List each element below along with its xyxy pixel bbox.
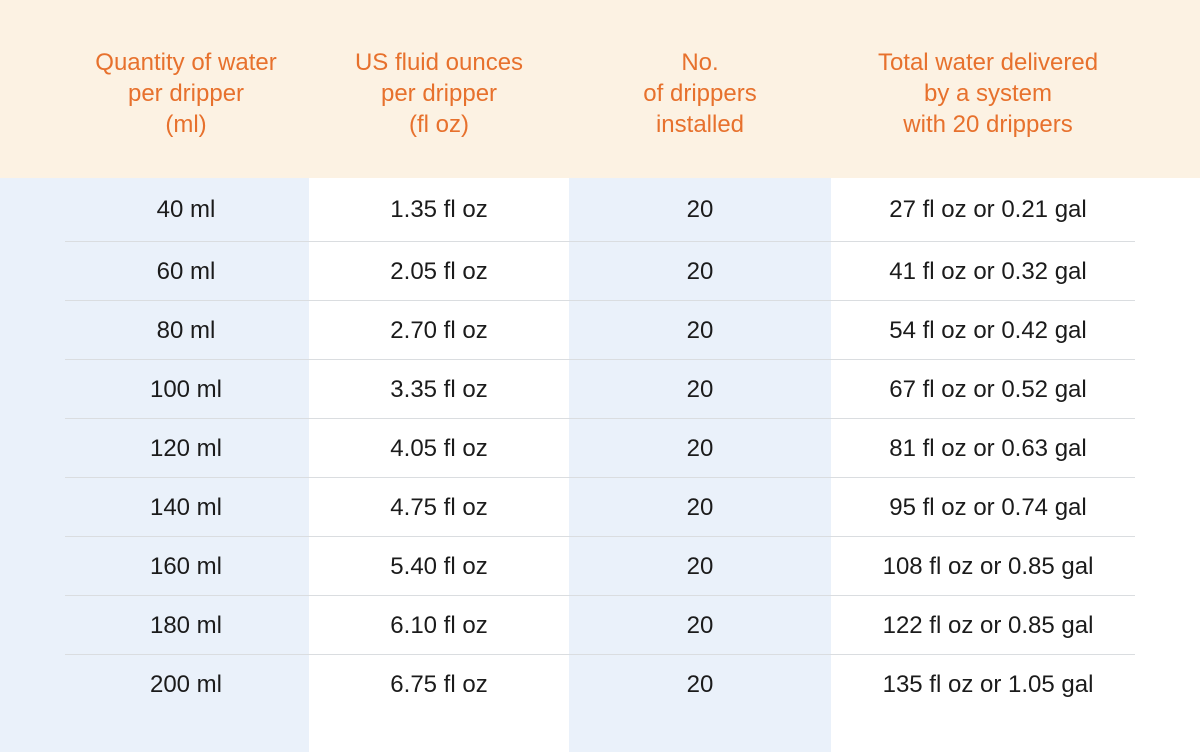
row-divider bbox=[65, 359, 1135, 360]
table-cell: 140 ml bbox=[0, 478, 309, 537]
table-cell: 4.75 fl oz bbox=[309, 478, 569, 537]
table-body: 40 ml 1.35 fl oz 20 27 fl oz or 0.21 gal 60 … bbox=[0, 178, 1200, 752]
header-line: Quantity of water bbox=[95, 48, 277, 76]
header-line: (ml) bbox=[165, 110, 207, 138]
table-cell: 67 fl oz or 0.52 gal bbox=[831, 360, 1200, 419]
table-header-row: Quantity of water per dripper (ml) US fl… bbox=[0, 0, 1200, 178]
table-cell: 20 bbox=[569, 360, 831, 419]
filler-cell bbox=[0, 714, 309, 752]
table-row: 180 ml 6.10 fl oz 20 122 fl oz or 0.85 gal bbox=[0, 596, 1200, 655]
header-line: No. bbox=[681, 48, 719, 76]
table-cell: 20 bbox=[569, 655, 831, 714]
table-cell: 20 bbox=[569, 419, 831, 478]
table-cell: 95 fl oz or 0.74 gal bbox=[831, 478, 1200, 537]
row-divider bbox=[65, 595, 1135, 596]
table-row: 140 ml 4.75 fl oz 20 95 fl oz or 0.74 gal bbox=[0, 478, 1200, 537]
table-cell: 60 ml bbox=[0, 242, 309, 301]
table-cell: 5.40 fl oz bbox=[309, 537, 569, 596]
table-row: 120 ml 4.05 fl oz 20 81 fl oz or 0.63 gal bbox=[0, 419, 1200, 478]
table-cell: 54 fl oz or 0.42 gal bbox=[831, 301, 1200, 360]
table-filler-row bbox=[0, 714, 1200, 752]
table-row: 100 ml 3.35 fl oz 20 67 fl oz or 0.52 gal bbox=[0, 360, 1200, 419]
table-row: 80 ml 2.70 fl oz 20 54 fl oz or 0.42 gal bbox=[0, 301, 1200, 360]
header-line: per dripper bbox=[127, 79, 245, 107]
table-cell: 3.35 fl oz bbox=[309, 360, 569, 419]
row-divider bbox=[65, 654, 1135, 655]
table-cell: 2.05 fl oz bbox=[309, 242, 569, 301]
table-cell: 100 ml bbox=[0, 360, 309, 419]
table-cell: 20 bbox=[569, 178, 831, 242]
header-line: with 20 drippers bbox=[903, 110, 1073, 138]
header-line: of drippers bbox=[643, 79, 757, 107]
filler-cell bbox=[309, 714, 569, 752]
table-cell: 40 ml bbox=[0, 178, 309, 242]
header-line: (fl oz) bbox=[409, 110, 469, 138]
row-divider bbox=[65, 477, 1135, 478]
table-cell: 200 ml bbox=[0, 655, 309, 714]
table-row: 200 ml 6.75 fl oz 20 135 fl oz or 1.05 gal bbox=[0, 655, 1200, 714]
row-divider bbox=[65, 300, 1135, 301]
table-cell: 160 ml bbox=[0, 537, 309, 596]
table-cell: 122 fl oz or 0.85 gal bbox=[831, 596, 1200, 655]
header-line: by a system bbox=[923, 79, 1053, 107]
table-cell: 6.10 fl oz bbox=[309, 596, 569, 655]
table-cell: 41 fl oz or 0.32 gal bbox=[831, 242, 1200, 301]
table-cell: 20 bbox=[569, 301, 831, 360]
table-row: 160 ml 5.40 fl oz 20 108 fl oz or 0.85 gal bbox=[0, 537, 1200, 596]
table-cell: 80 ml bbox=[0, 301, 309, 360]
table-row: 60 ml 2.05 fl oz 20 41 fl oz or 0.32 gal bbox=[0, 242, 1200, 301]
filler-cell bbox=[569, 714, 831, 752]
header-line: US fluid ounces bbox=[354, 48, 524, 76]
table-cell: 4.05 fl oz bbox=[309, 419, 569, 478]
table-row: 40 ml 1.35 fl oz 20 27 fl oz or 0.21 gal bbox=[0, 178, 1200, 242]
header-us-fluid-ounces: US fluid ounces per dripper (fl oz) bbox=[309, 0, 569, 178]
header-line: installed bbox=[655, 110, 745, 138]
table-cell: 20 bbox=[569, 478, 831, 537]
table-cell: 180 ml bbox=[0, 596, 309, 655]
table-cell: 20 bbox=[569, 537, 831, 596]
table-cell: 2.70 fl oz bbox=[309, 301, 569, 360]
header-quantity-per-dripper: Quantity of water per dripper (ml) bbox=[0, 0, 309, 178]
header-number-of-drippers: No. of drippers installed bbox=[569, 0, 831, 178]
table-cell: 6.75 fl oz bbox=[309, 655, 569, 714]
header-line: per dripper bbox=[380, 79, 498, 107]
row-divider bbox=[65, 418, 1135, 419]
table-cell: 20 bbox=[569, 242, 831, 301]
table-cell: 108 fl oz or 0.85 gal bbox=[831, 537, 1200, 596]
table-cell: 81 fl oz or 0.63 gal bbox=[831, 419, 1200, 478]
row-divider bbox=[65, 536, 1135, 537]
table-cell: 1.35 fl oz bbox=[309, 178, 569, 242]
header-line: Total water delivered bbox=[877, 48, 1099, 76]
table-cell: 135 fl oz or 1.05 gal bbox=[831, 655, 1200, 714]
table-cell: 120 ml bbox=[0, 419, 309, 478]
header-total-water-delivered: Total water delivered by a system with 2… bbox=[831, 0, 1200, 178]
row-divider bbox=[65, 241, 1135, 242]
filler-cell bbox=[831, 714, 1200, 752]
table-cell: 27 fl oz or 0.21 gal bbox=[831, 178, 1200, 242]
table-cell: 20 bbox=[569, 596, 831, 655]
